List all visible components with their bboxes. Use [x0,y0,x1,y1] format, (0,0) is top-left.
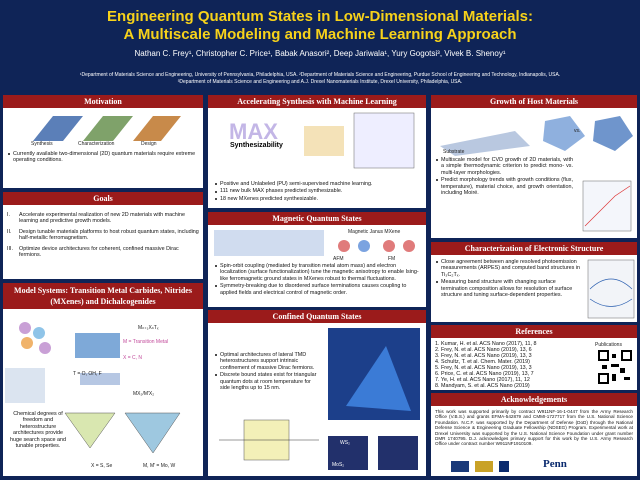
heading: Goals [3,192,203,205]
figure-label: Synthesis [31,141,53,147]
list-item: Currently available two-dimensional (2D)… [7,151,197,164]
list-item: Multiscale model for CVD growth of 2D ma… [435,157,573,176]
label: AFM [333,256,344,262]
arpes-figure [587,259,635,319]
list-item: Predict morphology trends with growth co… [435,177,573,196]
goal-marker: I. [7,212,10,218]
band-diagram [219,419,319,461]
heading: Acknowledgements [431,393,637,406]
acknowledgements-panel: Acknowledgements This work was supported… [431,393,637,476]
label: vs. [574,128,581,134]
magnetic-panel: Magnetic Quantum States Magnetic Janus M… [208,212,426,307]
figure-label: Design [141,141,157,147]
title: Engineering Quantum States in Low-Dimens… [107,8,533,25]
motivation-figure [33,116,181,141]
growth-figure [440,116,633,232]
references-panel: References 1. Kumar, H. et al. ACS Nano … [431,325,637,390]
heading: Growth of Host Materials [431,95,637,108]
list-item: Optimal architectures of lateral TMD het… [214,352,322,371]
heading: Magnetic Quantum States [208,212,426,225]
label: Substrate [443,149,465,155]
list-item: 8. Mandyam, S. et al. ACS Nano (2019) [435,383,530,389]
goal-item: II. Design tunable materials platforms to… [7,229,199,242]
list-item: 18 new MXenes predicted synthesizable. [214,196,419,202]
characterization-panel: Characterization of Electronic Structure… [431,242,637,322]
authors: Nathan C. Frey¹, Christopher C. Price¹, … [134,49,506,58]
caption: Chemical degrees of freedom and heterost… [9,411,67,450]
qr-code [598,350,632,384]
affiliation: ¹Department of Materials Science and Eng… [79,72,561,78]
bullets: Currently available two-dimensional (2D)… [7,151,197,165]
goal-text: Design tunable materials platforms to ho… [19,228,199,242]
figure-label: Characterization [78,141,115,147]
list-item: 1. Kumar, H. et al. ACS Nano (2017), 11,… [435,341,537,347]
ml-figure: MAX [229,112,415,169]
list-item: 5. Frey, N. et al. ACS Nano (2019), 13, … [435,365,532,371]
goals-list: I. Accelerate experimental realization of… [7,212,199,262]
list-item: 4. Schultz, T. et al. Chem. Mater. (2019… [435,359,530,365]
goal-text: Accelerate experimental realization of n… [19,212,185,225]
heading: Characterization of Electronic Structure [431,242,637,255]
magnetic-figure [214,230,415,256]
label: FM [388,256,396,262]
confined-figure [328,328,420,470]
label: MX₂/M′X₂ [133,391,155,397]
goal-text: Optimize device architectures for cohere… [19,245,179,259]
qr-label: Publications [595,342,622,348]
bullets: Positive and Unlabeled (PU) semi-supervi… [214,181,419,203]
heading: Accelerating Synthesis with Machine Lear… [208,95,426,108]
svg-text:MAX: MAX [229,119,278,144]
list-item: 6. Price, C. et al. ACS Nano (2019), 13,… [435,371,534,377]
confined-panel: Confined Quantum States Optimal architec… [208,310,426,476]
logos [451,461,509,472]
label: Magnetic Janus MXene [348,229,401,235]
model-panel: Model Systems: Transition Metal Carbides… [3,283,203,476]
growth-panel: Growth of Host Materials Substrate vs. M… [431,95,637,238]
list-item: Measuring band structure with changing s… [435,279,583,298]
goals-panel: Goals I. Accelerate experimental realizat… [3,192,203,279]
goal-item: III. Optimize device architectures for co… [7,246,199,259]
affiliation: ³Department of Materials Science and Eng… [177,79,463,85]
label: WS₂ [340,440,350,446]
title: A Multiscale Modeling and Machine Learni… [123,26,517,43]
label: MoS₂ [332,462,345,468]
heading: Motivation [3,95,203,108]
label: M = Transition Metal [123,339,169,345]
label: X = S, Se [91,463,113,469]
goal-item: I. Accelerate experimental realization of… [7,212,199,225]
bullets: Spin-orbit coupling (mediated by transit… [214,263,419,297]
bullets: Close agreement between angle resolved p… [435,259,583,299]
motivation-panel: Motivation Synthesis Characterization De… [3,95,203,188]
list-item: 7. Ye, H. et al. ACS Nano (2017), 11, 12 [435,377,530,383]
list-item: 2. Frey, N. et al. ACS Nano (2019), 13, … [435,347,532,353]
goal-marker: III. [7,245,13,252]
label: M, M′ = Mo, W [143,463,176,469]
bullets: Multiscale model for CVD growth of 2D ma… [435,157,573,197]
bullets: Optimal architectures of lateral TMD het… [214,352,322,392]
list-item: Positive and Unlabeled (PU) semi-supervi… [214,181,419,187]
label: Mₙ₊₁XₙTₓ [138,325,159,331]
heading: Confined Quantum States [208,310,426,323]
logo: Penn [543,458,567,470]
list-item: Spin-orbit coupling (mediated by transit… [214,263,419,282]
label: X = C, N [123,355,143,361]
list-item: 3. Frey, N. et al. ACS Nano (2019), 13, … [435,353,532,359]
accelerating-panel: Accelerating Synthesis with Machine Lear… [208,95,426,208]
figure-label: Synthesizability [230,142,283,149]
list-item: Discrete bound states exist for triangul… [214,372,322,391]
list-item: Symmetry-breaking due to disordered surf… [214,283,419,296]
goal-marker: II. [7,228,12,235]
list-item: 111 new bulk MAX phases predicted synthe… [214,188,419,194]
reference-list: 1. Kumar, H. et al. ACS Nano (2017), 11,… [435,341,580,389]
label: T = O, OH, F [73,371,102,377]
acknowledgement-text: This work was supported primarily by con… [435,409,633,447]
model-figure [5,322,181,454]
list-item: Close agreement between angle resolved p… [435,259,583,278]
heading: References [431,325,637,338]
heading: Model Systems: Transition Metal Carbides… [3,283,203,309]
